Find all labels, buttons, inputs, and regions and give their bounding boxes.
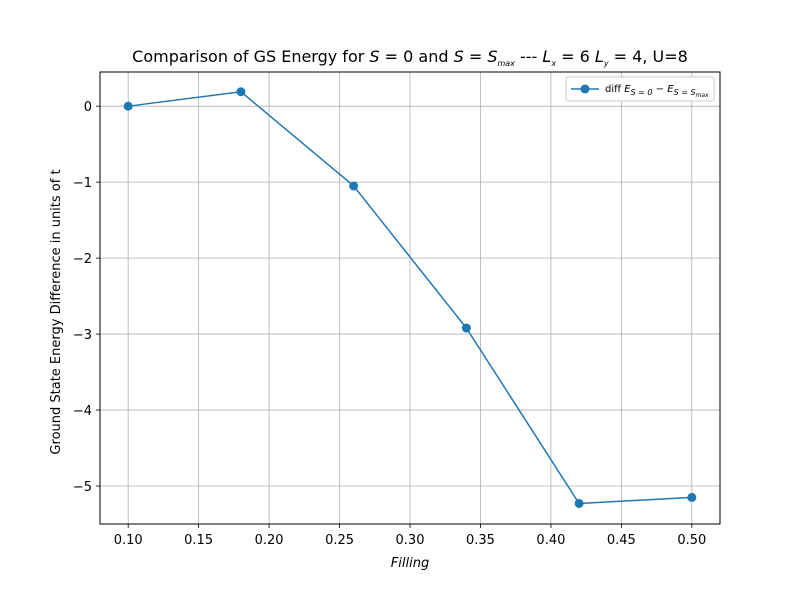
series-layer: [123, 87, 697, 508]
data-point: [687, 492, 697, 502]
series-line: [128, 90, 692, 505]
data-point: [123, 101, 133, 111]
data-point: [461, 323, 471, 333]
x-tick-label: 0.10: [114, 533, 143, 548]
chart-title: Comparison of GS Energy for S = 0 and S …: [132, 47, 688, 68]
y-tick-label: −2: [73, 252, 92, 267]
y-tick-label: −5: [73, 480, 92, 495]
x-tick-label: 0.40: [536, 533, 565, 548]
legend: diff ES = 0 − ES = Smax: [565, 76, 715, 102]
y-tick-label: −3: [73, 328, 92, 343]
grid: [100, 72, 720, 524]
x-tick-label: 0.25: [325, 533, 354, 548]
y-axis-label: Ground State Energy Difference in units …: [49, 169, 64, 454]
x-tick-label: 0.50: [677, 533, 706, 548]
x-tick-label: 0.15: [184, 533, 213, 548]
legend-marker-swatch: [580, 84, 590, 94]
data-point: [574, 498, 584, 508]
x-tick-label: 0.30: [396, 533, 425, 548]
legend-entry-label: diff ES = 0 − ES = Smax: [605, 84, 709, 99]
y-tick-label: −1: [73, 176, 92, 191]
ticks: 0.10 0.15 0.20 0.25 0.30 0.35 0.40 0.45 0.50 0 −1 −…: [73, 100, 706, 548]
y-tick-label: 0: [84, 100, 92, 115]
x-axis-label: Filling: [391, 556, 429, 571]
x-tick-label: 0.35: [466, 533, 495, 548]
data-point: [236, 87, 246, 97]
x-tick-label: 0.45: [607, 533, 636, 548]
y-tick-label: −4: [73, 404, 92, 419]
legend-box: [565, 76, 715, 102]
x-tick-label: 0.20: [255, 533, 284, 548]
data-point: [349, 181, 359, 191]
